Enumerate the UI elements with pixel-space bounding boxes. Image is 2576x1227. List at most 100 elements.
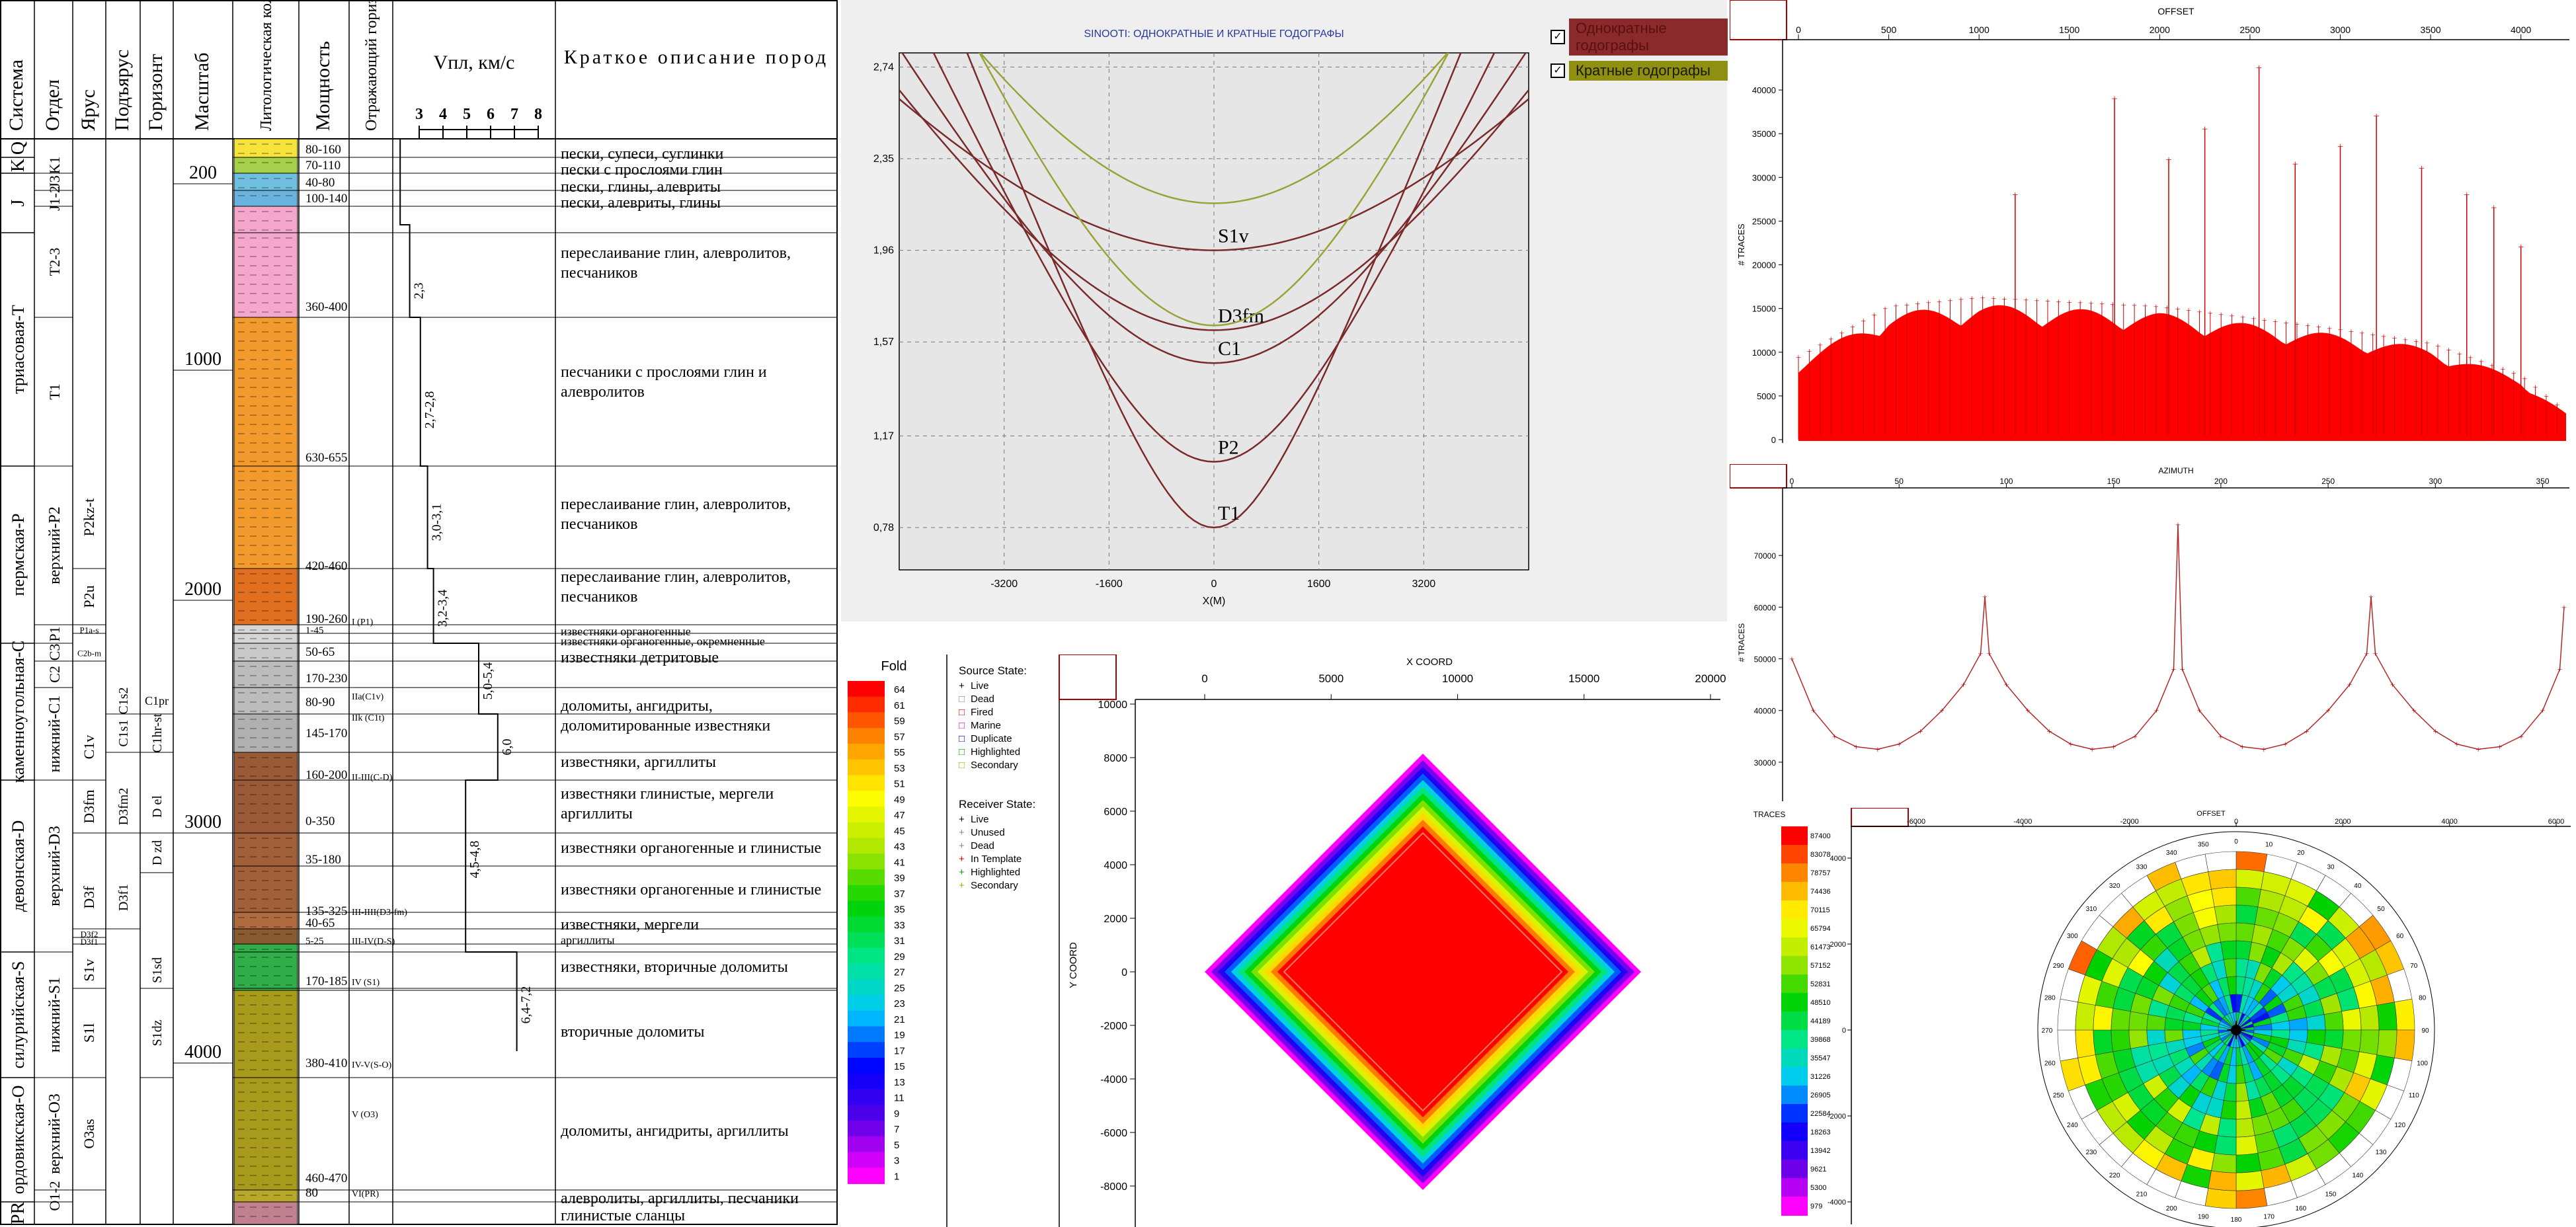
description-line: доломиты, ангидриты, аргиллиты	[561, 1123, 789, 1140]
rose-azimuth-label: 210	[2136, 1191, 2148, 1199]
thickness-label: 170-230	[305, 672, 347, 686]
rose-outer-ring	[2037, 831, 2435, 1227]
description-line: доломиты, ангидриты,	[561, 697, 713, 715]
map-y-tick-label: 4000	[1104, 860, 1127, 871]
map-x-tick-label: 5000	[1318, 672, 1344, 685]
velocity-label: 3,2-3,4	[436, 590, 450, 627]
azi-point-marker: +	[2180, 665, 2185, 675]
azi-point-marker: +	[2171, 665, 2177, 675]
rose-sector	[2111, 1029, 2131, 1052]
description-line: аргиллиты	[561, 933, 615, 947]
rose-azimuth-label: 330	[2136, 863, 2148, 871]
source-state-marker: □	[959, 707, 965, 718]
rose-sector	[2235, 1170, 2265, 1191]
legend-single-label: Однократные годографы	[1569, 19, 1728, 56]
rose-legend-value: 26905	[1810, 1091, 1831, 1099]
rose-legend-value: 61473	[1810, 943, 1831, 951]
receiver-state-title: Receiver State:	[959, 798, 1035, 811]
rose-azimuth-label: 120	[2394, 1122, 2405, 1129]
fold-legend-swatch	[848, 1136, 885, 1153]
hist-bar-marker: +	[1915, 299, 1920, 309]
receiver-state-marker: +	[959, 814, 965, 825]
reflector-label: IV (S1)	[352, 978, 380, 988]
lithology-layer	[233, 1077, 298, 1191]
stage-label: D3f2	[81, 930, 99, 939]
rose-legend-value: 9621	[1810, 1166, 1826, 1173]
rose-legend-swatch	[1781, 1030, 1808, 1049]
fold-legend-swatch	[848, 838, 885, 855]
source-state-marker: +	[959, 680, 965, 692]
system-label: пермская-P	[9, 514, 28, 596]
rose-sector	[2235, 887, 2261, 908]
legend-single-hodographs[interactable]: ✓ Однократные годографы	[1550, 19, 1728, 56]
legend-multiple-hodographs[interactable]: ✓ Кратные годографы	[1550, 61, 1728, 81]
description-line: пески с прослоями глин	[561, 161, 723, 178]
fold-legend-swatch	[848, 947, 885, 965]
rose-legend-swatch	[1781, 845, 1808, 864]
fold-legend-value: 43	[894, 842, 905, 853]
header-reflector: Отражающий горизонт	[363, 0, 380, 131]
thickness-label: 5-25	[305, 936, 324, 947]
velocity-label: 6,4-7,2	[519, 986, 534, 1024]
rose-sector	[2394, 1029, 2415, 1062]
reflector-label: I (P1)	[352, 617, 374, 627]
hist-bar-marker: +	[2218, 310, 2224, 320]
thickness-label: 1-45	[305, 625, 324, 636]
header-scale: Масштаб	[191, 53, 213, 131]
fold-legend-swatch	[848, 807, 885, 823]
azi-point-marker: +	[1939, 707, 1945, 717]
division-label: C2	[46, 666, 63, 683]
azi-point-marker: +	[1789, 655, 1794, 665]
thickness-label: 630-655	[305, 451, 347, 465]
azi-point-marker: +	[2368, 593, 2374, 603]
hodograph-title: SINOOTI: ОДНОКРАТНЫЕ И КРАТНЫЕ ГОДОГРАФЫ	[1084, 28, 1344, 40]
rose-legend-value: 65794	[1810, 925, 1831, 933]
checkbox-multiple[interactable]: ✓	[1550, 63, 1565, 78]
rose-azimuth-label: 130	[2376, 1149, 2387, 1156]
source-state-marker: □	[959, 693, 965, 705]
rose-legend-value: 18263	[1810, 1128, 1831, 1136]
thickness-label: 80-160	[305, 143, 341, 157]
azi-point-marker: +	[2196, 707, 2202, 717]
azi-point-marker: +	[2003, 681, 2009, 691]
checkbox-single[interactable]: ✓	[1550, 30, 1565, 44]
division-label: верхний-P2	[46, 506, 63, 584]
azi-x-tick-label: 0	[1790, 477, 1794, 486]
rose-legend-value: 35547	[1810, 1054, 1831, 1062]
map-x-tick-label: 15000	[1568, 672, 1599, 685]
reflector-label: II-III(C-D)	[352, 773, 393, 783]
azi-corner-box	[1730, 464, 1787, 489]
stage-label: D3f	[81, 886, 97, 909]
hodograph-curve-label: T1	[1218, 502, 1240, 524]
fold-legend-value: 64	[894, 684, 905, 695]
header-velocity: Vпл, км/с	[434, 52, 515, 73]
azi-point-marker: +	[2304, 727, 2310, 737]
hist-y-tick-label: 40000	[1752, 85, 1776, 95]
description-line: переслаивание глин, алевролитов,	[561, 569, 791, 586]
header-thickness: Мощность	[312, 41, 334, 131]
hist-bar-marker: +	[2392, 334, 2397, 344]
rose-azimuth-label: 230	[2086, 1149, 2097, 1156]
azi-point-marker: +	[1875, 745, 1880, 755]
fold-legend-value: 7	[894, 1124, 899, 1135]
hist-bar-marker: +	[2284, 319, 2289, 329]
description-line: пески, супеси, суглинки	[561, 145, 723, 163]
thickness-label: 460-470	[305, 1171, 347, 1185]
substage-label: C1s2	[116, 687, 131, 714]
hist-x-tick-label: 3000	[2330, 24, 2351, 35]
description-line: глинистые сланцы	[561, 1207, 685, 1224]
azi-y-tick-label: 50000	[1754, 655, 1777, 664]
hist-bar-marker: +	[1904, 301, 1910, 311]
reflector-label: V (O3)	[352, 1110, 378, 1120]
hist-bar-marker: +	[2143, 302, 2148, 312]
division-label: P1	[46, 626, 63, 641]
azi-point-marker: +	[2433, 727, 2438, 737]
fold-legend-value: 53	[894, 763, 905, 774]
rose-legend-swatch	[1781, 882, 1808, 901]
hist-bar-marker: +	[2175, 305, 2181, 315]
stage-label: S1l	[81, 1023, 97, 1043]
stage-label: P1a-s	[80, 625, 99, 635]
rose-sector	[2358, 1005, 2380, 1031]
fold-legend-swatch	[848, 1121, 885, 1137]
rose-legend-value: 13942	[1810, 1147, 1831, 1155]
